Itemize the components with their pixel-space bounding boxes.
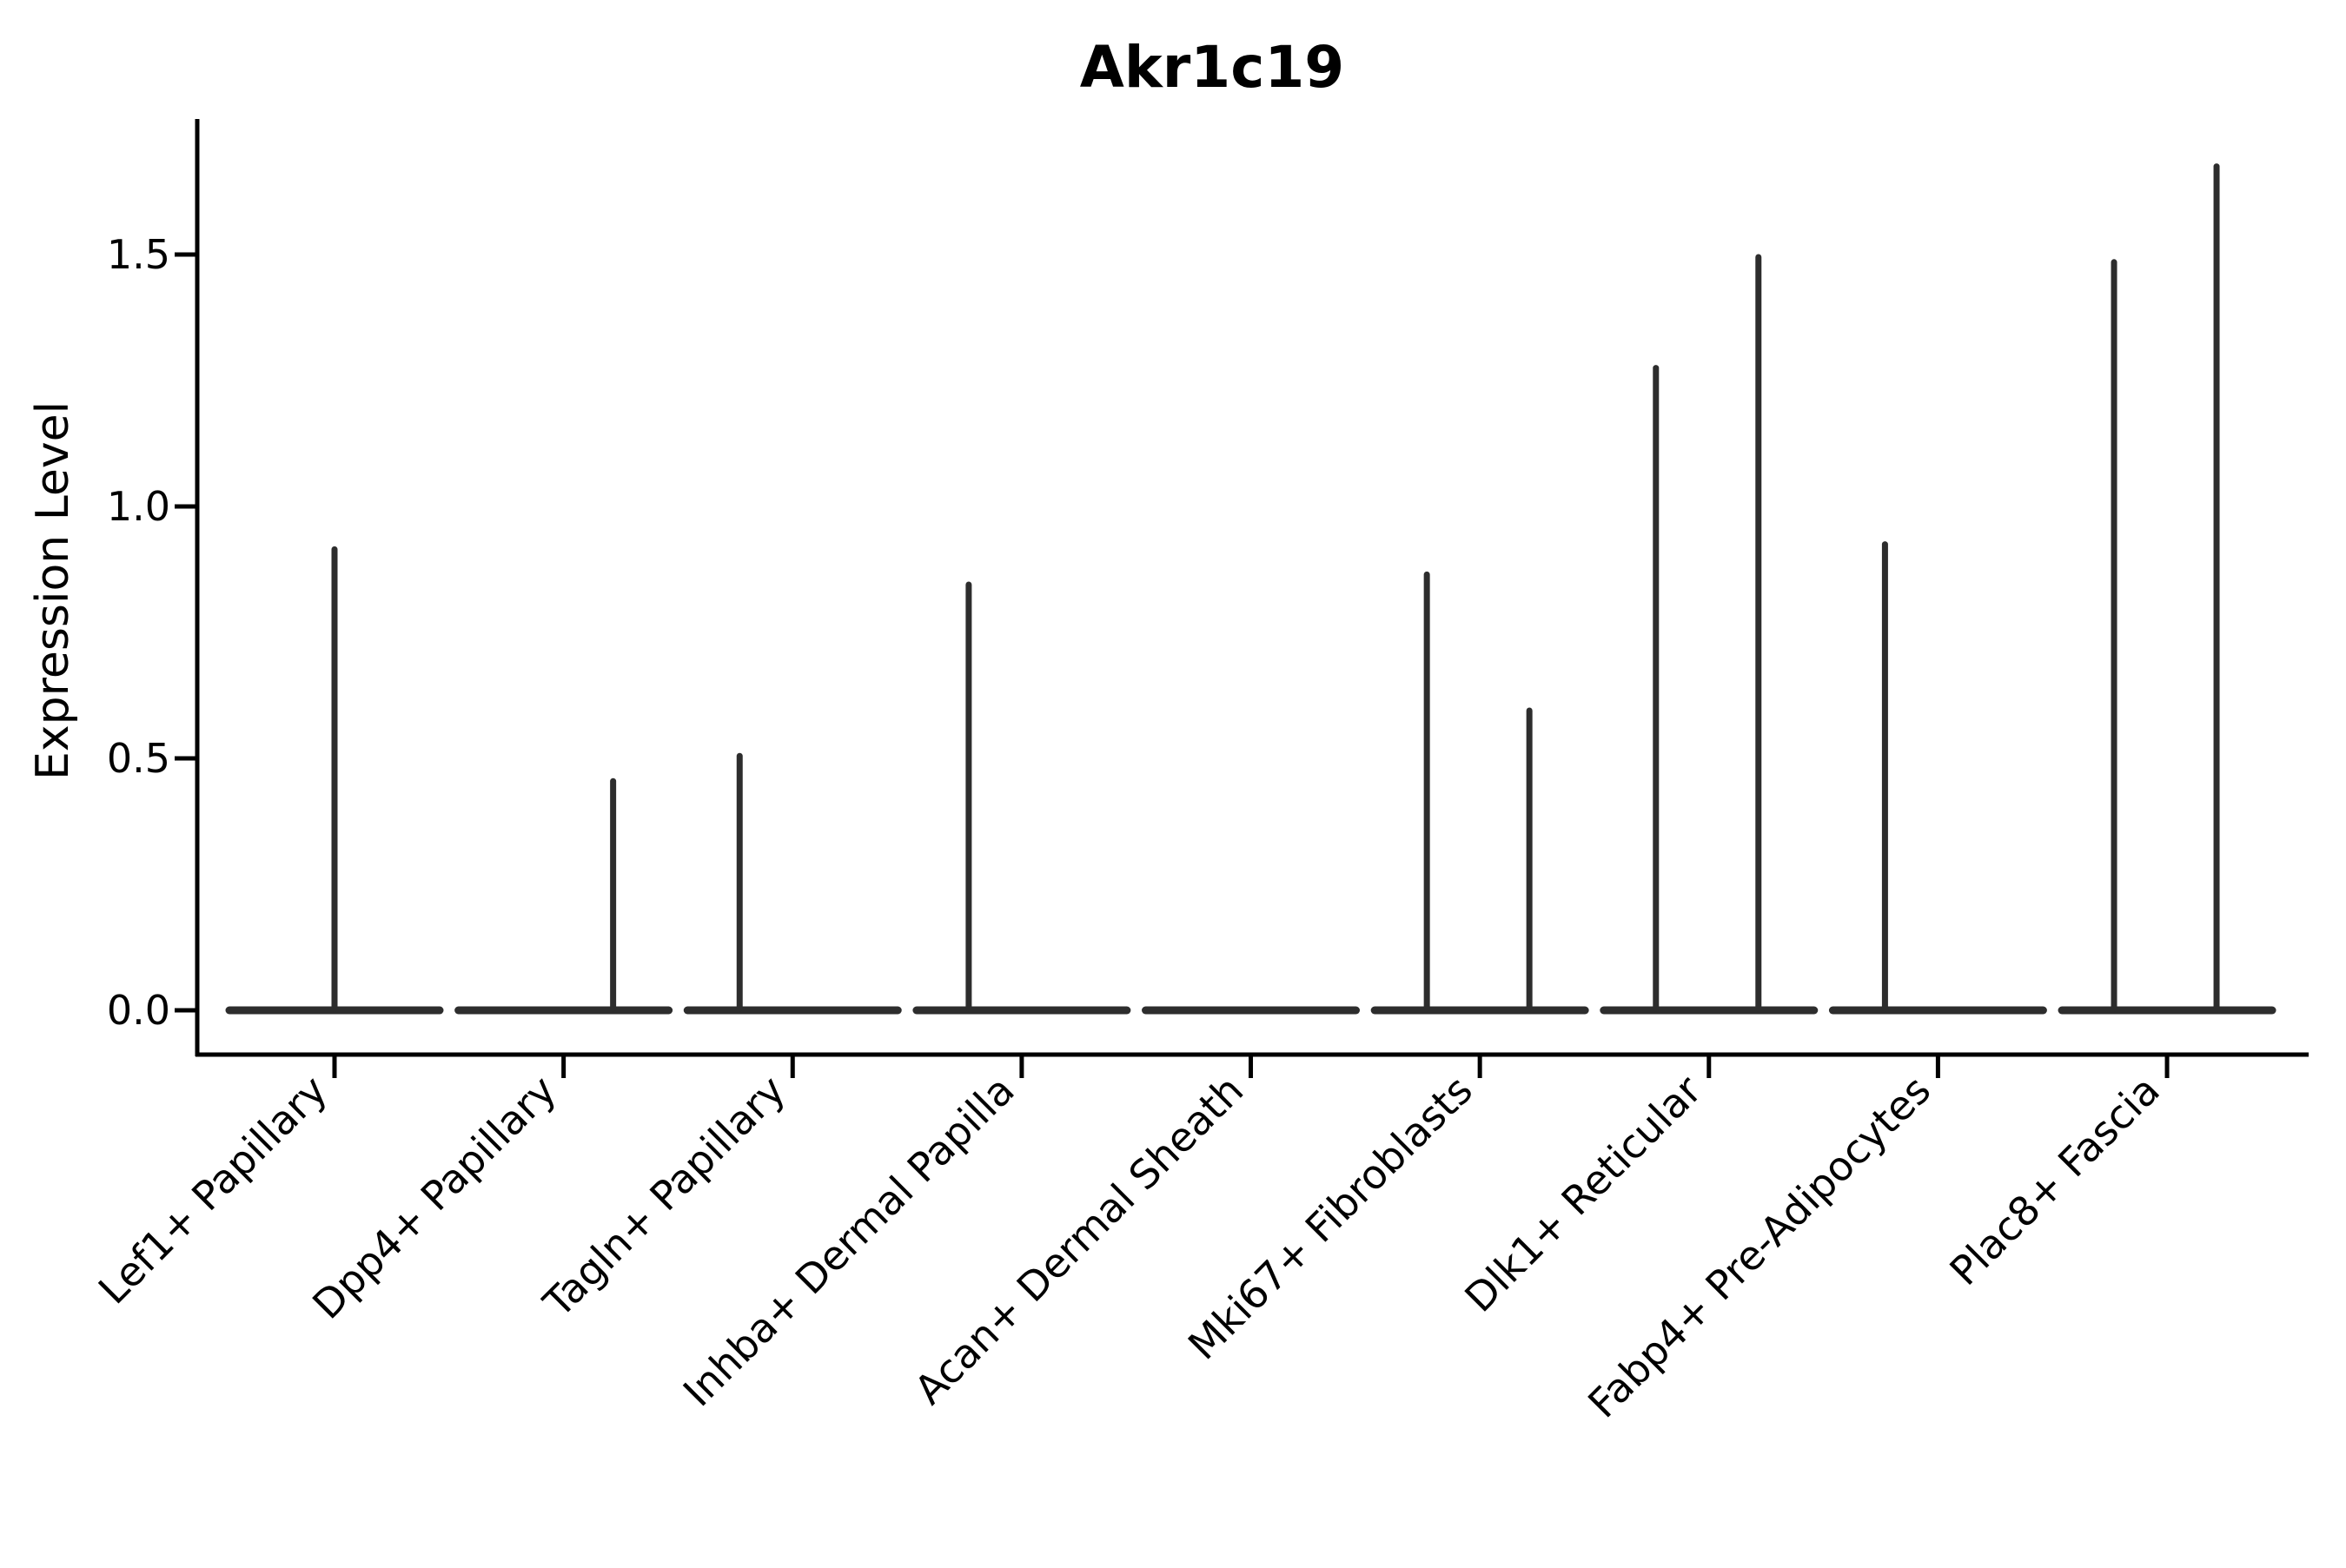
chart-title: Akr1c19 — [1080, 34, 1344, 101]
x-tick-label: Dlk1+ Reticular — [1455, 1067, 1710, 1321]
axes — [195, 119, 2309, 1057]
x-tick-label: Dpp4+ Papillary — [303, 1067, 565, 1328]
y-tick-label: 0.0 — [107, 987, 170, 1034]
y-tick-label: 1.5 — [107, 231, 170, 278]
x-tick-label: Lef1+ Papillary — [89, 1067, 336, 1313]
y-tick-label: 1.0 — [107, 483, 170, 530]
y-tick-label: 0.5 — [107, 735, 170, 782]
y-axis-ticks: 0.0 0.5 1.0 1.5 — [107, 231, 197, 1034]
violins — [225, 163, 2276, 1015]
y-axis-label: Expression Level — [27, 401, 79, 780]
x-tick-label: Tagln+ Papillary — [533, 1067, 794, 1327]
x-tick-label: Plac8+ Fascia — [1940, 1067, 2168, 1294]
